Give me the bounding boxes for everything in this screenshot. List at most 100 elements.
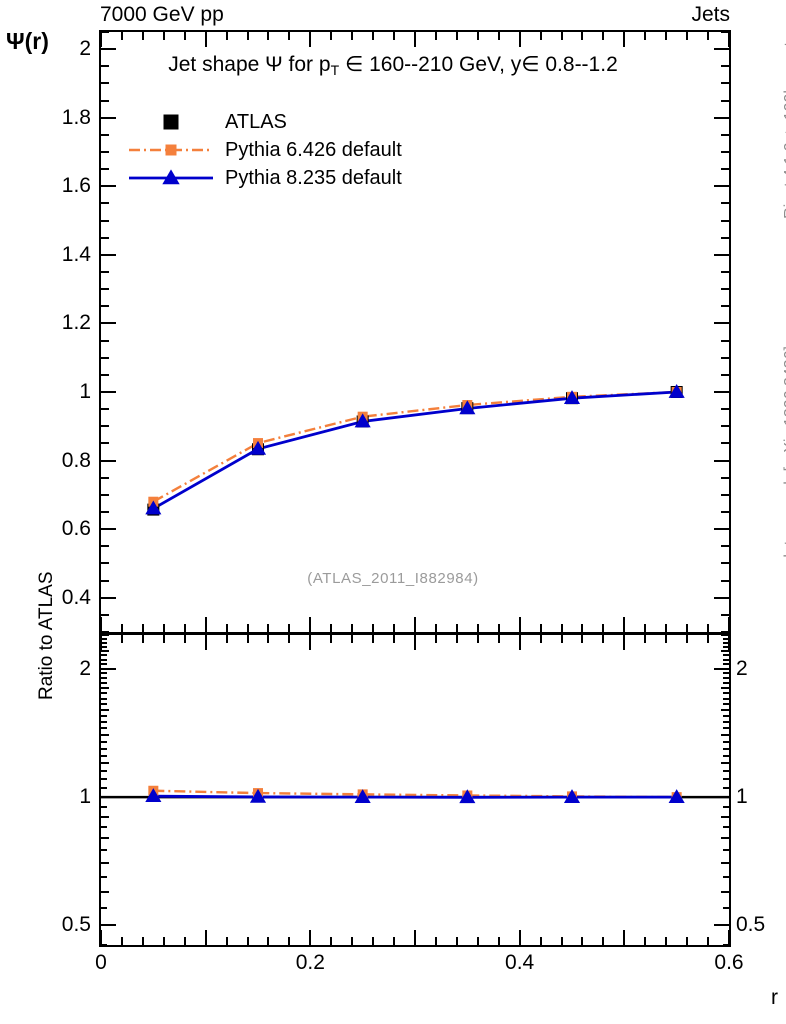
axis-tick: [309, 32, 312, 47]
axis-tick: [721, 579, 729, 582]
axis-tick: [714, 459, 729, 462]
axis-tick: [351, 624, 354, 632]
axis-tick: [101, 641, 107, 644]
axis-tick: [665, 937, 668, 945]
axis-tick: [101, 617, 102, 632]
axis-tick: [393, 32, 396, 40]
axis-tick: [728, 635, 729, 650]
axis-tick: [721, 219, 729, 222]
axis-tick: [723, 697, 729, 700]
axis-tick: [288, 635, 291, 643]
axis-tick: [101, 288, 109, 291]
axis-tick: [330, 624, 333, 632]
x-tick-label: 0.6: [714, 951, 744, 974]
axis-tick: [120, 32, 123, 40]
axis-tick: [721, 202, 729, 205]
axis-tick: [497, 635, 500, 643]
pythia8-marker-main: [459, 400, 476, 415]
axis-tick: [101, 32, 102, 47]
axis-tick: [101, 697, 107, 700]
axis-tick: [721, 631, 729, 632]
axis-tick: [665, 32, 668, 40]
axis-tick: [101, 635, 102, 650]
legend-entry[interactable]: Pythia 6.426 default: [125, 136, 455, 164]
legend-entry[interactable]: Pythia 8.235 default: [125, 164, 455, 192]
axis-tick: [204, 635, 207, 650]
axis-tick: [309, 617, 312, 632]
y-tick-label: 1.4: [61, 242, 91, 266]
main-plot-area: [101, 32, 729, 632]
axis-tick: [204, 930, 207, 945]
legend-key: [125, 108, 217, 136]
axis-tick: [225, 624, 228, 632]
axis-tick: [707, 635, 710, 643]
axis-tick: [101, 667, 107, 670]
axis-tick: [721, 442, 729, 445]
axis-tick: [476, 32, 479, 40]
axis-tick: [101, 613, 109, 616]
axis-tick: [101, 796, 116, 799]
y-tick-label-ratio-right: 1: [736, 785, 748, 809]
axis-tick: [101, 253, 116, 256]
main-series-svg: [145, 383, 685, 516]
axis-tick: [602, 624, 605, 632]
axis-tick: [721, 511, 729, 513]
axis-tick: [101, 32, 109, 33]
legend-marker-triangle: [162, 169, 180, 185]
axis-tick: [101, 650, 107, 653]
axis-tick: [309, 930, 312, 945]
axis-tick: [518, 930, 521, 945]
axis-tick: [101, 236, 109, 239]
pythia8-marker-ratio: [459, 789, 476, 804]
y-tick-label: 2: [79, 37, 91, 61]
axis-tick: [288, 937, 291, 945]
axis-tick: [101, 890, 107, 893]
axis-tick: [723, 658, 729, 661]
axis-tick: [101, 579, 109, 582]
main-plot-panel: [99, 30, 731, 634]
plot-title-subscript: T: [330, 62, 340, 78]
axis-tick: [707, 624, 710, 632]
axis-tick: [723, 721, 729, 724]
legend-entry[interactable]: ATLAS: [125, 108, 455, 136]
axis-tick: [414, 635, 416, 650]
axis-tick: [101, 322, 116, 325]
pythia8-marker-main: [249, 440, 267, 455]
axis-tick: [539, 635, 542, 643]
axis-tick: [723, 692, 729, 695]
axis-tick: [723, 815, 729, 818]
axis-tick: [246, 635, 249, 643]
axis-tick: [101, 682, 107, 685]
axis-tick: [101, 733, 107, 736]
axis-tick: [120, 624, 123, 632]
axis-tick: [723, 805, 729, 808]
axis-tick: [101, 747, 107, 750]
axis-tick: [141, 635, 144, 643]
axis-tick: [101, 356, 109, 359]
axis-tick: [714, 48, 729, 51]
x-tick-label: 0.2: [295, 951, 325, 974]
axis-tick: [723, 682, 729, 685]
y-tick-label: 0.4: [61, 585, 91, 609]
axis-tick: [721, 271, 729, 273]
axis-tick: [372, 32, 375, 40]
axis-tick: [707, 32, 710, 40]
pythia8-marker-ratio: [249, 788, 267, 803]
axis-tick: [393, 937, 396, 945]
axis-tick: [560, 635, 563, 643]
y-tick-label-ratio: 1: [79, 785, 91, 809]
axis-tick: [101, 849, 107, 852]
axis-tick: [330, 32, 333, 40]
axis-tick: [721, 356, 729, 359]
axis-tick: [246, 937, 249, 945]
y-axis-label-main: Ψ(r): [6, 28, 49, 54]
axis-tick: [101, 65, 109, 68]
axis-tick: [393, 624, 396, 632]
axis-tick: [539, 937, 542, 945]
axis-tick: [183, 635, 186, 643]
x-tick-label: 0: [95, 951, 107, 974]
axis-tick: [723, 762, 729, 765]
legend-label: Pythia 6.426 default: [225, 139, 402, 161]
axis-tick: [101, 762, 107, 765]
axis-tick: [101, 740, 107, 743]
